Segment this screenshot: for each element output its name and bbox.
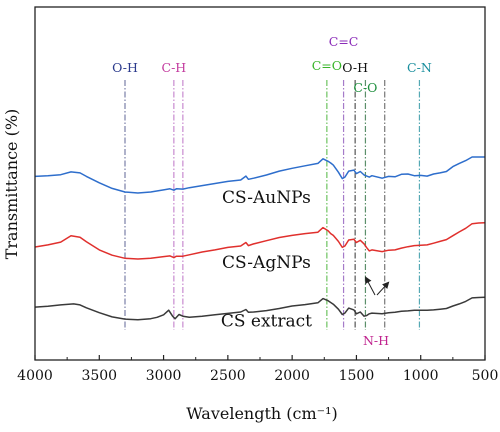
curve-label-1: CS-AgNPs [222,253,311,273]
x-axis-ticks: 4000 3500 3000 2500 2000 1500 1000 500 [17,355,498,384]
band-label-8: C-N [407,60,432,75]
curve-labels: CS-AuNPs CS-AgNPs CS extract [221,188,312,332]
spectra [34,156,486,321]
band-label-0: O-H [112,60,138,75]
band-label-5: O-H [342,60,368,75]
series-line-cs-aunps [34,156,485,194]
curve-label-0: CS-AuNPs [222,188,311,208]
nh-arrow-left [365,276,376,296]
annotations: N-H [363,276,390,348]
band-label-4: C=C [329,34,359,49]
x-axis-label: Wavelength (cm⁻¹) [186,404,338,423]
x-tick-label-2000: 2000 [274,368,310,384]
curve-label-2: CS extract [221,311,312,331]
x-tick-label-2500: 2500 [210,368,246,384]
x-tick-label-4000: 4000 [17,368,53,384]
series-line-cs-extract [34,296,486,321]
x-tick-label-1500: 1500 [339,368,375,384]
x-tick-label-3000: 3000 [146,368,182,384]
nh-label: N-H [363,333,389,348]
band-label-1: C-H [162,60,187,75]
band-label-3: C=O [312,58,342,73]
band-labels: O-H C-H C=O C=C O-H C-O C-N [112,34,432,95]
x-tick-label-1000: 1000 [403,368,439,384]
band-label-6: C-O [353,80,377,95]
x-tick-label-500: 500 [472,368,499,384]
series-line-cs-agnps [34,221,486,260]
y-axis-label: Transmittance (%) [2,109,21,260]
nh-arrow-right [376,281,390,296]
x-tick-label-3500: 3500 [81,368,117,384]
